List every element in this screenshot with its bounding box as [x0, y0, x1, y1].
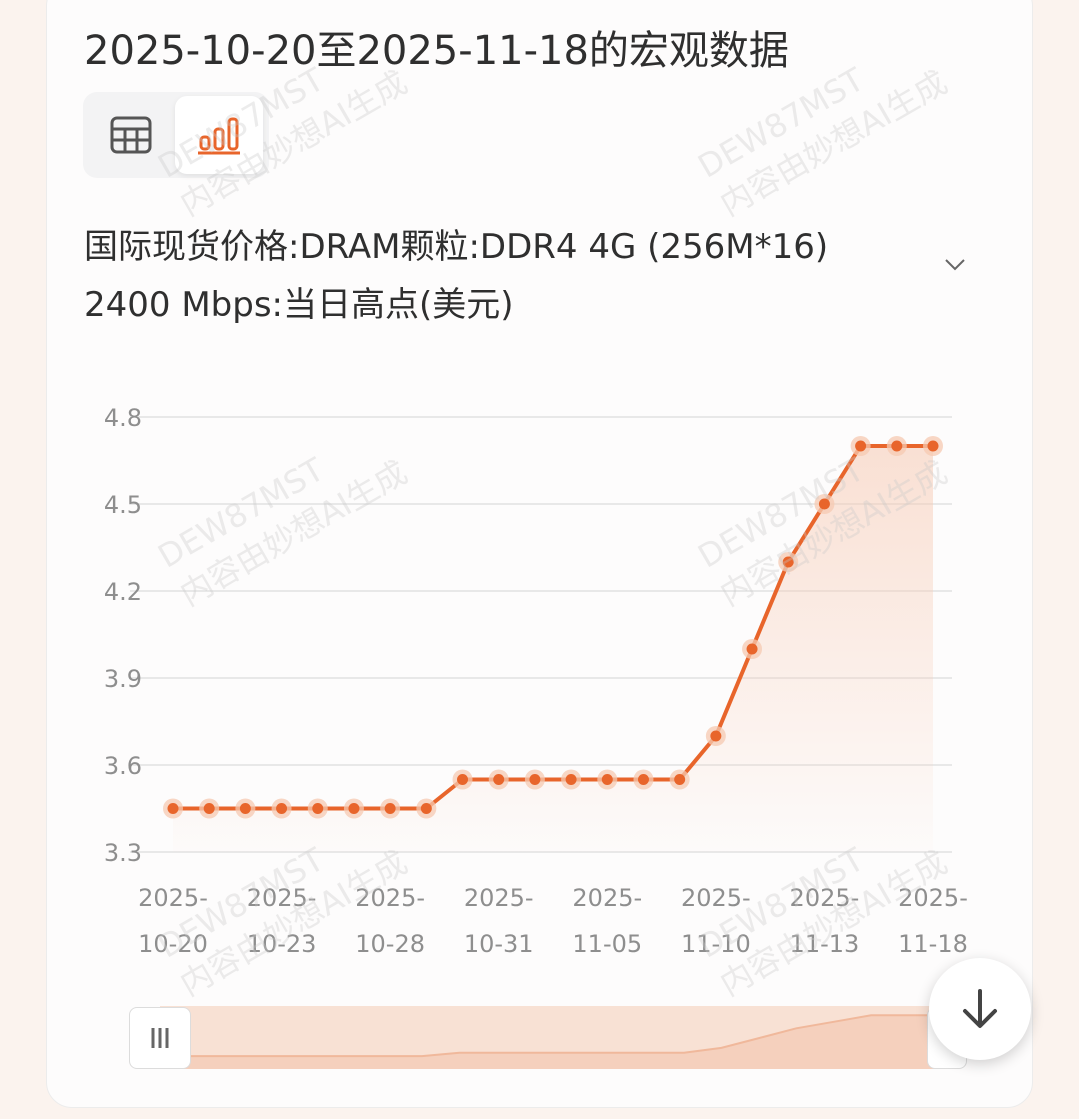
x-tick-label: 2025-10-20 — [138, 884, 208, 958]
slider-preview-area — [160, 1015, 946, 1069]
data-point[interactable] — [420, 803, 432, 814]
y-tick-label: 3.6 — [104, 752, 142, 780]
grip-icon — [151, 1028, 169, 1048]
series-selector[interactable]: 国际现货价格:DRAM颗粒:DDR4 4G (256M*16) 2400 Mbp… — [84, 218, 984, 328]
data-point[interactable] — [457, 774, 469, 785]
data-point[interactable] — [927, 440, 939, 452]
series-name: 国际现货价格:DRAM颗粒:DDR4 4G (256M*16) 2400 Mbp… — [84, 227, 829, 325]
series-line — [173, 444, 933, 811]
x-tick-label: 2025-11-05 — [572, 884, 642, 958]
y-tick-label: 3.9 — [104, 665, 142, 693]
chevron-down-icon — [945, 259, 965, 271]
bar-chart-icon — [198, 117, 240, 155]
y-tick-label: 4.8 — [104, 404, 142, 432]
data-point[interactable] — [782, 556, 794, 568]
x-tick-label: 2025-10-31 — [464, 884, 534, 958]
series-area — [173, 446, 933, 852]
data-point[interactable] — [312, 803, 324, 814]
data-point[interactable] — [601, 774, 613, 785]
x-tick-label: 2025-10-23 — [247, 884, 317, 958]
arrow-down-icon — [963, 989, 997, 1028]
data-point[interactable] — [637, 774, 649, 785]
slider-preview-line — [160, 1014, 946, 1058]
data-zoom-slider[interactable] — [160, 1006, 946, 1069]
x-tick-label: 2025-11-13 — [790, 884, 860, 958]
y-tick-label: 4.5 — [104, 491, 142, 519]
chart-view-button[interactable] — [175, 96, 263, 174]
data-point[interactable] — [674, 774, 686, 785]
data-point[interactable] — [276, 803, 288, 814]
scroll-down-button[interactable] — [929, 958, 1031, 1060]
data-point[interactable] — [891, 440, 903, 452]
x-tick-label: 2025-11-18 — [898, 884, 968, 958]
data-point[interactable] — [818, 498, 830, 510]
page-title: 2025-10-20至2025-11-18的宏观数据 — [84, 28, 789, 74]
slider-handle-left[interactable] — [129, 1007, 191, 1069]
data-point[interactable] — [855, 440, 867, 452]
y-tick-label: 4.2 — [104, 578, 142, 606]
data-point[interactable] — [203, 803, 215, 814]
y-tick-label: 3.3 — [104, 839, 142, 867]
table-icon — [110, 116, 152, 154]
data-point[interactable] — [493, 774, 505, 785]
data-point[interactable] — [710, 730, 722, 742]
data-point[interactable] — [529, 774, 541, 785]
x-tick-label: 2025-11-10 — [681, 884, 751, 958]
table-view-button[interactable] — [87, 96, 175, 174]
view-toggle — [83, 92, 269, 178]
data-point[interactable] — [239, 803, 251, 814]
data-point[interactable] — [384, 803, 396, 814]
data-point[interactable] — [167, 803, 179, 814]
x-tick-label: 2025-10-28 — [355, 884, 425, 958]
data-point[interactable] — [565, 774, 577, 785]
data-point[interactable] — [746, 643, 758, 655]
data-point[interactable] — [348, 803, 360, 814]
